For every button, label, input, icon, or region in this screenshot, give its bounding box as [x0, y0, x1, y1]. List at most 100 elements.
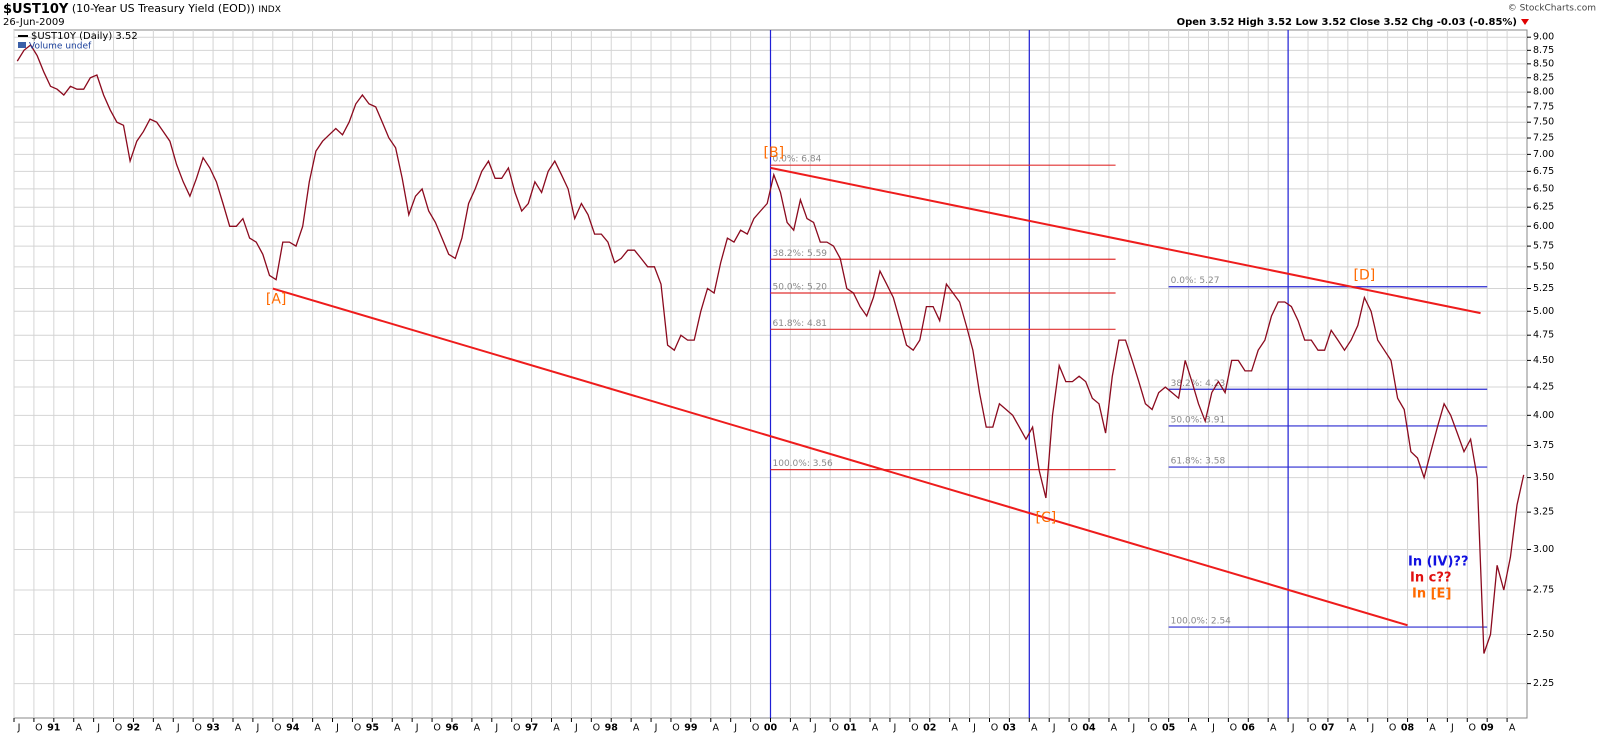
y-tick-label: 2.25: [1533, 678, 1554, 689]
x-tick-label: 95: [366, 723, 379, 734]
symbol-name: (10-Year US Treasury Yield (EOD)): [72, 2, 255, 15]
x-tick-label: A: [1031, 723, 1038, 734]
y-tick-label: 7.00: [1533, 149, 1554, 160]
x-tick-label: O: [354, 723, 361, 734]
volume-icon: [18, 42, 26, 48]
x-tick-label: O: [1309, 723, 1316, 734]
x-tick-label: A: [155, 723, 162, 734]
x-tick-label: 02: [923, 723, 936, 734]
x-tick-label: J: [813, 723, 817, 734]
x-tick-label: O: [274, 723, 281, 734]
x-tick-label: A: [474, 723, 481, 734]
x-tick-label: A: [314, 723, 321, 734]
y-tick-label: 8.75: [1533, 45, 1554, 56]
y-tick-label: 4.00: [1533, 410, 1554, 421]
y-tick-label: 5.00: [1533, 306, 1554, 317]
x-tick-label: O: [115, 723, 122, 734]
x-tick-label: A: [1270, 723, 1277, 734]
x-tick-label: A: [235, 723, 242, 734]
x-tick-label: 09: [1481, 723, 1494, 734]
x-tick-label: O: [1070, 723, 1077, 734]
copyright: © StockCharts.com: [1508, 4, 1596, 14]
fib-label: 61.8%: 4.81: [773, 319, 828, 329]
y-tick-label: 6.50: [1533, 183, 1554, 194]
x-tick-label: 98: [605, 723, 619, 734]
note: In [E]: [1412, 587, 1451, 602]
x-tick-label: 92: [127, 723, 140, 734]
y-tick-label: 5.75: [1533, 241, 1554, 252]
x-tick-label: J: [494, 723, 498, 734]
x-tick-label: 08: [1401, 723, 1415, 734]
wave-label: [D]: [1354, 267, 1376, 283]
x-tick-label: J: [1370, 723, 1374, 734]
wave-label: [A]: [266, 292, 287, 308]
y-tick-label: 7.75: [1533, 101, 1554, 112]
wave-label: [B]: [764, 145, 785, 161]
x-tick-label: 05: [1162, 723, 1175, 734]
x-tick-label: J: [17, 723, 21, 734]
wave-label: [C]: [1036, 510, 1057, 526]
y-tick-label: 8.50: [1533, 58, 1554, 69]
x-tick-label: J: [574, 723, 578, 734]
price-line: [16, 44, 1525, 654]
x-tick-label: 00: [764, 723, 778, 734]
fib-label: 61.8%: 3.58: [1171, 457, 1226, 467]
y-tick-label: 4.50: [1533, 355, 1554, 366]
x-tick-label: O: [672, 723, 679, 734]
x-tick-label: O: [593, 723, 600, 734]
x-tick-label: J: [1450, 723, 1454, 734]
x-tick-label: J: [1211, 723, 1215, 734]
x-tick-label: O: [991, 723, 998, 734]
header-line: $UST10Y (10-Year US Treasury Yield (EOD)…: [3, 2, 281, 17]
x-tick-label: J: [1291, 723, 1295, 734]
y-tick-label: 2.50: [1533, 629, 1554, 640]
volume-label: Volume undef: [29, 42, 92, 52]
exchange: INDX: [258, 5, 280, 15]
x-tick-label: A: [1429, 723, 1436, 734]
y-tick-label: 2.75: [1533, 585, 1554, 596]
x-tick-label: A: [1111, 723, 1118, 734]
y-tick-label: 8.00: [1533, 87, 1554, 98]
x-tick-label: O: [911, 723, 918, 734]
x-tick-label: J: [1052, 723, 1056, 734]
fib-label: 100.0%: 2.54: [1171, 617, 1232, 627]
x-tick-label: A: [633, 723, 640, 734]
x-tick-label: 91: [47, 723, 60, 734]
y-tick-label: 3.00: [1533, 544, 1554, 555]
y-tick-label: 3.50: [1533, 472, 1554, 483]
y-tick-label: 3.25: [1533, 507, 1554, 518]
fib-label: 50.0%: 3.91: [1171, 415, 1226, 425]
y-tick-label: 7.25: [1533, 133, 1554, 144]
x-tick-label: A: [872, 723, 879, 734]
fib-label: 38.2%: 5.59: [773, 249, 828, 259]
x-tick-label: O: [1230, 723, 1237, 734]
x-tick-label: O: [433, 723, 440, 734]
trend-line: [770, 166, 1481, 315]
x-tick-label: 96: [445, 723, 459, 734]
y-tick-label: 4.25: [1533, 382, 1554, 393]
y-tick-label: 8.25: [1533, 72, 1554, 83]
x-tick-label: 97: [525, 723, 538, 734]
x-tick-label: J: [893, 723, 897, 734]
fib-label: 50.0%: 5.20: [773, 282, 828, 292]
x-tick-label: J: [415, 723, 419, 734]
x-tick-label: A: [553, 723, 560, 734]
down-arrow: [1521, 19, 1529, 25]
x-tick-label: 03: [1003, 723, 1016, 734]
fib-label: 0.0%: 6.84: [773, 155, 822, 165]
x-tick-label: O: [1150, 723, 1157, 734]
x-tick-label: 04: [1082, 723, 1096, 734]
fib-label: 100.0%: 3.56: [773, 459, 834, 469]
x-tick-label: 06: [1242, 723, 1256, 734]
x-tick-label: O: [1389, 723, 1396, 734]
x-tick-label: J: [1131, 723, 1135, 734]
y-tick-label: 6.75: [1533, 166, 1554, 177]
x-tick-label: J: [176, 723, 180, 734]
x-tick-label: A: [713, 723, 720, 734]
note: In (IV)??: [1408, 555, 1468, 570]
x-tick-label: 99: [684, 723, 697, 734]
x-tick-label: O: [831, 723, 838, 734]
x-tick-label: O: [35, 723, 42, 734]
